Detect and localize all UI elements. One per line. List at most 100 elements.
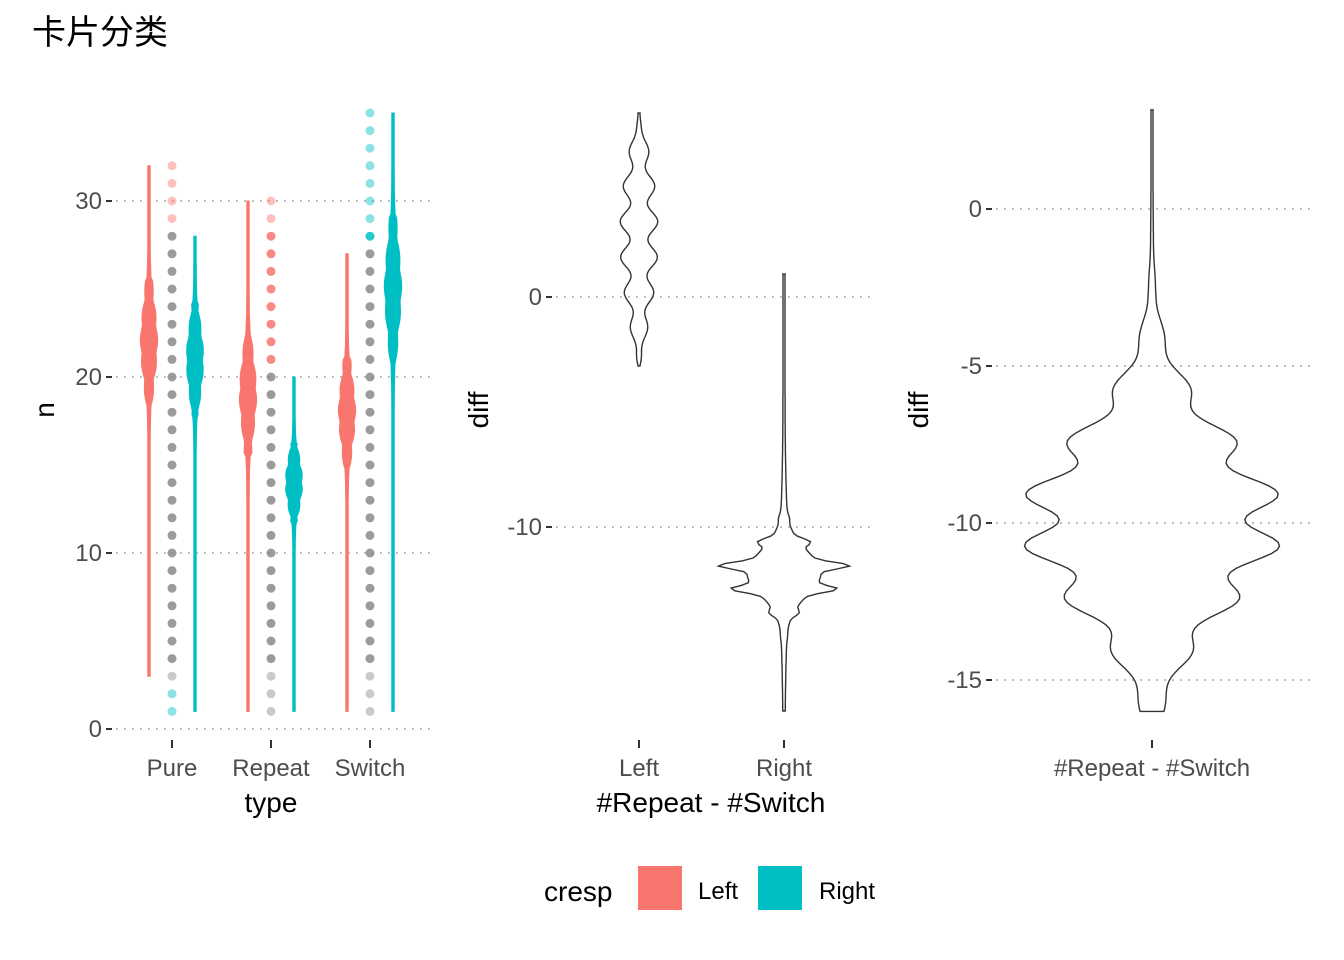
panel1-point xyxy=(167,196,177,206)
panel1-point xyxy=(167,284,177,294)
panel1-point xyxy=(365,618,375,628)
panel1-point xyxy=(167,231,177,241)
panel2-y-tick-label: 0 xyxy=(529,284,542,311)
panel2-y-tick-label: -10 xyxy=(507,514,542,541)
panel1-point xyxy=(266,354,276,364)
legend: cresp Left Right xyxy=(544,866,875,910)
panel1-point xyxy=(365,671,375,681)
panel1-point xyxy=(266,302,276,312)
panel1-violin-left xyxy=(337,253,357,712)
panel1-point xyxy=(167,601,177,611)
panel1-point xyxy=(167,583,177,593)
panel2-x-tick-label: Right xyxy=(756,755,812,782)
panel1-violin-right xyxy=(383,112,403,712)
panel1-point xyxy=(266,583,276,593)
panel1-point xyxy=(167,671,177,681)
panel3-y-tick-label: -10 xyxy=(947,510,982,537)
panel1-point xyxy=(167,548,177,558)
panel1-x-tick-label: Repeat xyxy=(232,755,310,782)
panel3-y-tick-label: -5 xyxy=(961,353,982,380)
panel1-point xyxy=(365,566,375,576)
panel1-point xyxy=(167,654,177,664)
panel1-point xyxy=(266,495,276,505)
panel3-x-tick-label: #Repeat - #Switch xyxy=(1054,755,1250,782)
panel1-point xyxy=(167,425,177,435)
panel1-point xyxy=(365,161,375,171)
panel-diff-by-cresp: -10 0 Left Right xyxy=(507,112,870,782)
panel1-point xyxy=(266,372,276,382)
panel1-point xyxy=(365,214,375,224)
panel1-point xyxy=(167,178,177,188)
panel1-point xyxy=(167,495,177,505)
panel1-point xyxy=(365,654,375,664)
panel1-point xyxy=(167,372,177,382)
panel1-point xyxy=(167,636,177,646)
panel3-y-tick-label: -15 xyxy=(947,667,982,694)
panel2-x-tick-label: Left xyxy=(619,755,659,782)
panel1-point xyxy=(266,231,276,241)
panel1-point xyxy=(266,706,276,716)
panel1-point xyxy=(167,689,177,699)
panel1-point xyxy=(167,319,177,329)
panel1-point xyxy=(266,478,276,488)
figure-title: 卡片分类 xyxy=(32,13,168,53)
legend-label-left: Left xyxy=(698,878,738,905)
panel1-violin-left xyxy=(238,200,258,712)
panel3-y-axis-title: diff xyxy=(903,391,934,428)
panel1-point xyxy=(365,407,375,417)
panel1-y-axis-title: n xyxy=(29,402,60,418)
panel1-point xyxy=(365,460,375,470)
panel1-point xyxy=(266,337,276,347)
panel1-point xyxy=(266,407,276,417)
panel1-point xyxy=(266,636,276,646)
panel1-x-tick-label: Pure xyxy=(147,755,198,782)
legend-label-right: Right xyxy=(819,878,875,905)
panel1-point xyxy=(266,689,276,699)
panel1-point xyxy=(365,319,375,329)
panel1-point xyxy=(266,460,276,470)
panel1-point xyxy=(365,706,375,716)
panel1-point xyxy=(365,231,375,241)
panel3-violin xyxy=(1023,109,1281,713)
panel1-point xyxy=(167,442,177,452)
panel1-point xyxy=(167,266,177,276)
panel1-point xyxy=(167,302,177,312)
panel1-point xyxy=(167,354,177,364)
panel1-point xyxy=(266,548,276,558)
panel1-point xyxy=(365,636,375,646)
panel1-point xyxy=(266,214,276,224)
panel1-point xyxy=(167,161,177,171)
panel1-point xyxy=(266,618,276,628)
panel1-point xyxy=(365,126,375,136)
panel1-point xyxy=(266,425,276,435)
panel1-point xyxy=(167,478,177,488)
legend-key-left xyxy=(638,866,682,910)
panel1-point xyxy=(365,601,375,611)
panel1-point xyxy=(266,319,276,329)
panel3-y-tick-label: 0 xyxy=(969,196,982,223)
panel1-point xyxy=(266,654,276,664)
panel1-point xyxy=(365,425,375,435)
panel1-point xyxy=(266,284,276,294)
panel1-point xyxy=(365,266,375,276)
panel1-violin-left xyxy=(139,165,159,677)
panel1-point xyxy=(365,495,375,505)
panel1-point xyxy=(365,390,375,400)
panel1-point xyxy=(266,566,276,576)
panel2-y-axis-title: diff xyxy=(463,391,494,428)
panel1-point xyxy=(167,214,177,224)
panel1-y-tick-label: 30 xyxy=(75,188,102,215)
panel1-point xyxy=(365,689,375,699)
panel1-point xyxy=(266,390,276,400)
panel1-point xyxy=(365,354,375,364)
panel1-point xyxy=(365,108,375,118)
panel1-point xyxy=(266,671,276,681)
panel1-point xyxy=(365,284,375,294)
panel1-point xyxy=(365,478,375,488)
panel-diff-overall: -15 -10 -5 0 #Repeat - #Switch xyxy=(947,109,1310,782)
panel1-point xyxy=(365,548,375,558)
panel1-point xyxy=(365,530,375,540)
panel1-point xyxy=(365,372,375,382)
panel2-violin-right xyxy=(716,273,852,712)
panel1-point xyxy=(365,143,375,153)
